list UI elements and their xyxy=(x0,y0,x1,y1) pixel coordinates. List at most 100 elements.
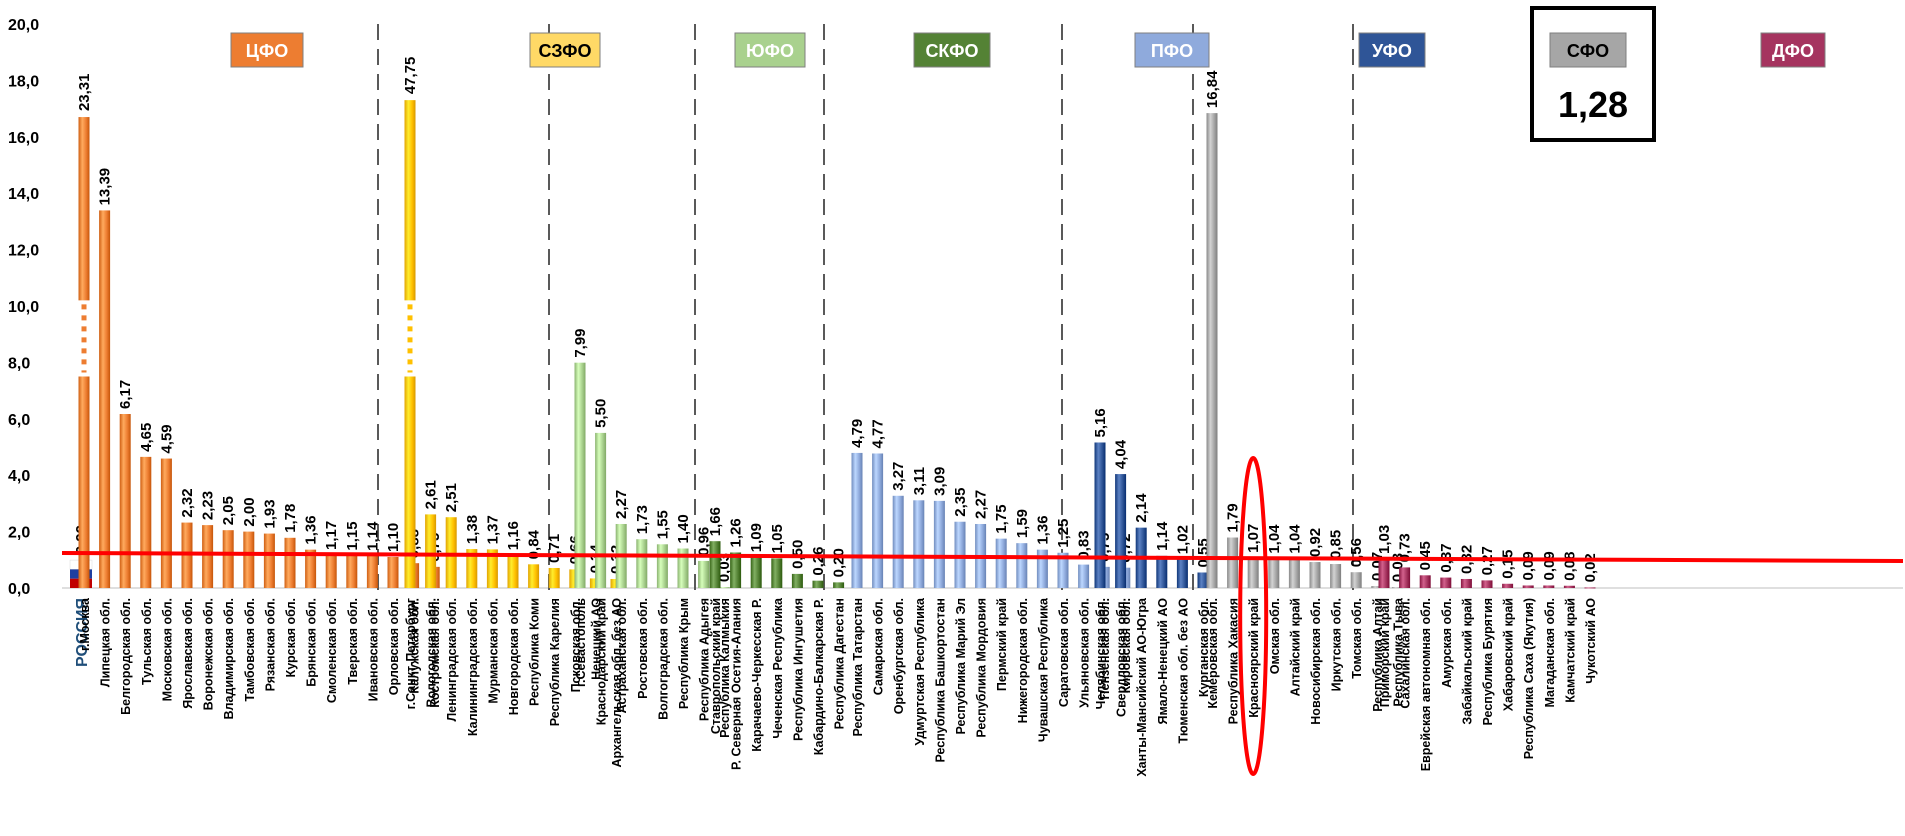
value-label: 1,38 xyxy=(464,515,481,544)
bar xyxy=(1460,578,1472,588)
value-label: 1,78 xyxy=(282,504,299,533)
category-label: Ульяновская обл. xyxy=(1078,598,1092,708)
category-label: Республика Татарстан xyxy=(851,598,865,737)
value-label: 2,05 xyxy=(220,496,237,525)
category-label: Республика Хакасия xyxy=(1227,598,1241,724)
value-label: 0,20 xyxy=(831,548,848,577)
bar xyxy=(325,555,337,588)
category-label: Карачаево-Черкесская Р. xyxy=(750,598,764,752)
group-label: СКФО xyxy=(925,41,978,61)
category-label: Тамбовская обл. xyxy=(243,598,257,701)
category-label: Брянская обл. xyxy=(305,598,319,687)
bar xyxy=(1378,558,1390,588)
group-label: УФО xyxy=(1372,41,1412,61)
category-label: г.Москва xyxy=(78,597,92,651)
value-label: 1,16 xyxy=(505,521,522,550)
value-label: 0,02 xyxy=(1582,553,1599,582)
value-label: 3,09 xyxy=(931,467,948,496)
bar xyxy=(445,517,457,588)
category-label: Забайкальский край xyxy=(1460,598,1474,725)
value-label: 1,03 xyxy=(1376,525,1393,554)
y-tick-label: 14,0 xyxy=(8,186,39,203)
category-label: Республика Бурятия xyxy=(1481,598,1495,725)
bar xyxy=(366,555,378,588)
category-label: Тюменская обл. без АО xyxy=(1176,598,1190,744)
category-label: Ростовская обл. xyxy=(636,598,650,699)
category-label: Республика Мордовия xyxy=(975,598,989,738)
group-label: ДФО xyxy=(1772,41,1814,61)
reference-line xyxy=(61,551,1904,563)
group-label-box xyxy=(1549,32,1627,68)
category-label: Волгоградская обл. xyxy=(656,598,670,720)
bar xyxy=(709,541,721,588)
value-label: 1,79 xyxy=(1225,503,1242,532)
category-label: Алтайский край xyxy=(1288,598,1302,696)
category-label: Сахалинская обл. xyxy=(1399,598,1413,709)
category-label: Республика Марий Эл xyxy=(954,598,968,735)
value-label: 1,26 xyxy=(728,518,745,547)
y-tick-label: 0,0 xyxy=(8,581,30,598)
bar xyxy=(140,456,152,588)
category-label: Еврейская автономная обл. xyxy=(1419,598,1433,771)
value-label: 0,26 xyxy=(810,546,827,575)
bar xyxy=(1391,587,1403,589)
value-label: 2,32 xyxy=(179,488,196,517)
group-label: СЗФО xyxy=(539,41,592,61)
value-label: 3,27 xyxy=(890,462,907,491)
bar xyxy=(872,453,884,588)
group-label-box xyxy=(529,32,601,68)
value-label: 4,79 xyxy=(849,419,866,448)
category-label: Кабардино-Балкарская Р. xyxy=(812,598,826,755)
y-tick-label: 20,0 xyxy=(8,17,39,34)
value-label: 2,51 xyxy=(443,483,460,512)
bar xyxy=(1206,113,1218,588)
value-label: 4,65 xyxy=(138,423,155,452)
category-label: Самарская обл. xyxy=(872,598,886,695)
category-label: Чеченская Республика xyxy=(771,597,785,739)
category-label: Воронежская обл. xyxy=(202,598,216,710)
bar xyxy=(222,530,234,588)
bar xyxy=(995,538,1007,588)
category-label: Томская обл. xyxy=(1350,598,1364,679)
category-label: Свердловская обл. xyxy=(1115,598,1129,717)
category-label: Курганская обл. xyxy=(1197,598,1211,697)
value-label: 0,71 xyxy=(546,534,563,563)
category-label: Республика Ингушетия xyxy=(791,598,805,741)
category-label: Кировская обл. xyxy=(1119,598,1133,693)
highlight-ellipse xyxy=(1238,456,1269,776)
bar xyxy=(1156,555,1168,588)
category-label: Иркутская обл. xyxy=(1330,598,1344,691)
value-label: 0,96 xyxy=(696,527,713,556)
bar xyxy=(243,531,255,588)
bar xyxy=(574,362,586,588)
bar xyxy=(119,414,131,588)
value-label: 5,50 xyxy=(593,399,610,428)
bar xyxy=(1016,543,1028,588)
group-label: ЮФО xyxy=(746,41,794,61)
bar xyxy=(284,537,296,588)
bar xyxy=(851,452,863,588)
bar xyxy=(425,514,437,588)
category-label: Новгородская обл. xyxy=(507,598,521,715)
category-label: Республика Башкортостан xyxy=(933,598,947,763)
value-label: 16,84 xyxy=(1204,70,1221,108)
value-label: 2,23 xyxy=(200,491,217,520)
value-label: 1,40 xyxy=(675,514,692,543)
category-label: Астраханская обл. xyxy=(615,598,629,713)
category-label: Республика Карелия xyxy=(548,598,562,726)
category-label: Смоленская обл. xyxy=(325,598,339,703)
bar xyxy=(1502,583,1514,588)
category-label: Калужская обл. xyxy=(408,598,422,694)
category-label: Ставропольский край xyxy=(709,598,723,734)
value-label: 1,04 xyxy=(1266,524,1283,554)
value-label: 1,36 xyxy=(1034,515,1051,544)
group-label-box xyxy=(1760,32,1826,68)
bar xyxy=(954,521,966,588)
category-label: Республика Калмыкия xyxy=(718,598,732,738)
callout-value: 1,28 xyxy=(1558,84,1628,125)
bar xyxy=(1197,572,1209,588)
y-tick-label: 4,0 xyxy=(8,468,30,485)
value-label: 1,09 xyxy=(748,523,765,552)
bar xyxy=(1584,587,1596,589)
value-label: 1,02 xyxy=(1174,525,1191,554)
